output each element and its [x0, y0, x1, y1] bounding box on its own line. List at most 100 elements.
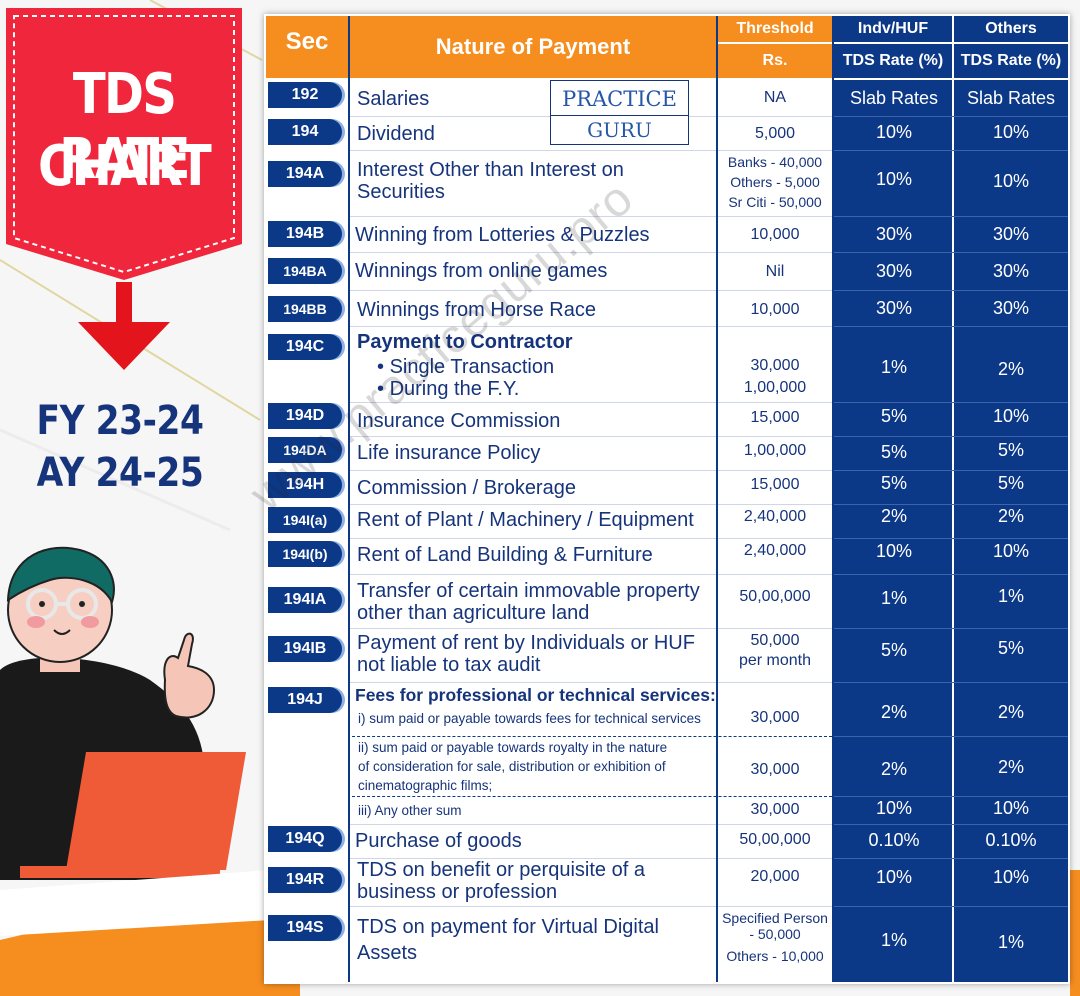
- indv-rate: 5%: [880, 473, 907, 493]
- threshold-value: per month: [738, 652, 812, 669]
- row-divider: [834, 628, 1068, 629]
- header-others: Others: [954, 16, 1068, 42]
- others-rate: 2%: [997, 359, 1024, 379]
- row-divider: [834, 736, 1068, 737]
- header-indv-rate: TDS Rate (%): [834, 44, 952, 78]
- nature-text: TDS on benefit or perquisite of a: [357, 859, 645, 881]
- nature-text: TDS on payment for Virtual Digital: [357, 916, 659, 938]
- sec-badge: 194IB: [268, 636, 342, 662]
- indv-rate: 2%: [880, 506, 907, 526]
- row-divider: [352, 796, 832, 797]
- threshold-value: NA: [763, 89, 787, 106]
- row-divider: [834, 150, 1068, 151]
- nature-heading: Fees for professional or technical servi…: [355, 685, 716, 705]
- arrow-down-icon: [78, 282, 170, 370]
- indv-rate: 10%: [875, 798, 913, 818]
- practice-guru-logo: PRACTICE GURU: [550, 80, 689, 145]
- threshold-value: Banks - 40,000: [727, 154, 823, 170]
- title-ribbon: [6, 8, 242, 280]
- row-divider: [718, 402, 832, 403]
- sec-badge: 194BA: [268, 258, 342, 284]
- indv-rate: 10%: [875, 541, 913, 561]
- threshold-value: Specified Person: [722, 910, 828, 926]
- indv-rate: 30%: [875, 224, 913, 244]
- nature-text: Dividend: [357, 123, 435, 145]
- indv-rate: 30%: [875, 261, 913, 281]
- others-rate: 5%: [997, 440, 1024, 460]
- nature-text: Winnings from online games: [355, 260, 608, 282]
- row-divider: [834, 290, 1068, 291]
- indv-rate: 1%: [880, 357, 907, 377]
- nature-text: Assets: [357, 942, 418, 964]
- sec-badge: 194H: [268, 472, 342, 498]
- header-threshold-unit: Rs.: [718, 44, 832, 78]
- others-rate-column: [954, 80, 1068, 982]
- others-rate: 1%: [997, 932, 1024, 952]
- sec-badge: 194I(b): [268, 541, 342, 567]
- nature-text: Securities: [357, 181, 445, 203]
- threshold-value: 10,000: [750, 301, 800, 318]
- others-rate: 2%: [997, 702, 1024, 722]
- nature-subtext: iii) Any other sum: [358, 803, 462, 818]
- row-divider: [834, 858, 1068, 859]
- sec-badge: 194: [268, 119, 342, 145]
- row-divider: [834, 824, 1068, 825]
- bullet-text: Single Transaction: [389, 356, 555, 378]
- row-divider: [718, 628, 832, 629]
- others-rate: 10%: [992, 171, 1030, 191]
- sec-badge: 194I(a): [268, 507, 342, 533]
- sec-badge: 194R: [268, 867, 342, 893]
- threshold-value: 30,000: [750, 761, 800, 778]
- logo-line-1: PRACTICE: [562, 87, 677, 111]
- indv-rate: Slab Rates: [849, 88, 939, 108]
- nature-text: Purchase of goods: [355, 830, 522, 852]
- header-threshold: Threshold: [718, 16, 832, 42]
- row-divider: [350, 824, 716, 825]
- nature-text: business or profession: [357, 881, 558, 903]
- row-divider: [834, 470, 1068, 471]
- indv-rate: 5%: [880, 406, 907, 426]
- others-rate: 10%: [992, 122, 1030, 142]
- threshold-value: 50,000: [750, 632, 800, 649]
- row-divider: [718, 470, 832, 471]
- row-divider: [834, 326, 1068, 327]
- row-divider: [350, 290, 716, 291]
- threshold-value: 20,000: [750, 868, 800, 885]
- others-rate: 10%: [992, 541, 1030, 561]
- nature-subtext: of consideration for sale, distribution …: [358, 759, 666, 774]
- row-divider: [350, 116, 716, 117]
- row-divider: [350, 326, 716, 327]
- indv-rate: 2%: [880, 759, 907, 779]
- row-divider: [718, 150, 832, 151]
- others-rate: 10%: [992, 867, 1030, 887]
- row-divider: [350, 470, 716, 471]
- row-divider: [718, 504, 832, 505]
- person-illustration: [0, 546, 270, 936]
- header-nature: Nature of Payment: [350, 16, 716, 78]
- threshold-value: 15,000: [750, 409, 800, 426]
- indv-rate: 10%: [875, 169, 913, 189]
- row-divider: [718, 326, 832, 327]
- threshold-value: 15,000: [750, 476, 800, 493]
- nature-text: Commission / Brokerage: [357, 477, 576, 499]
- threshold-value: Others - 10,000: [726, 948, 824, 964]
- threshold-value: Others - 5,000: [730, 174, 820, 190]
- sec-badge: 194BB: [268, 296, 342, 322]
- threshold-value: Sr Citi - 50,000: [728, 194, 822, 210]
- others-rate: 30%: [992, 261, 1030, 281]
- row-divider: [352, 736, 832, 737]
- others-rate: 2%: [997, 506, 1024, 526]
- row-divider: [834, 116, 1068, 117]
- indv-rate: 5%: [880, 442, 907, 462]
- nature-text: Winning from Lotteries & Puzzles: [355, 224, 650, 246]
- row-divider: [718, 824, 832, 825]
- row-divider: [718, 436, 832, 437]
- sec-badge: 194A: [268, 161, 342, 187]
- nature-text: Payment of rent by Individuals or HUF: [357, 632, 695, 654]
- indv-rate: 1%: [880, 588, 907, 608]
- row-divider: [350, 402, 716, 403]
- indv-rate: 30%: [875, 298, 913, 318]
- bullet-item: • Single Transaction: [377, 356, 555, 378]
- indv-rate: 1%: [880, 930, 907, 950]
- row-divider: [350, 682, 716, 683]
